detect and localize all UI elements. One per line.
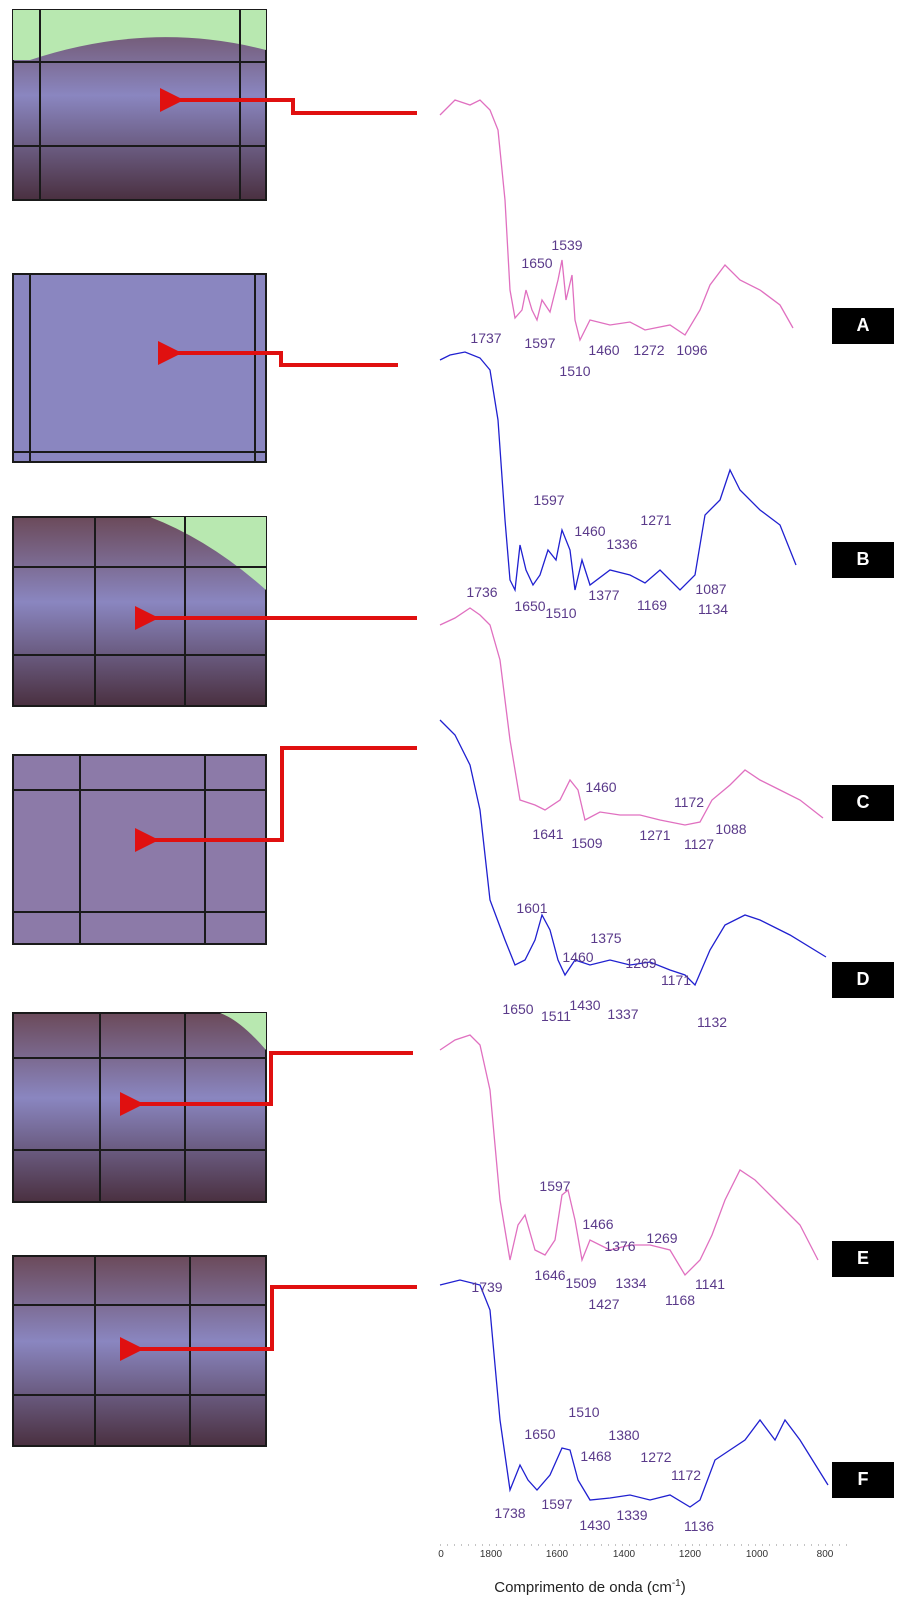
peak-label: 1337: [607, 1006, 638, 1022]
peak-label: 1269: [625, 955, 656, 971]
peak-label: 1172: [671, 1467, 701, 1483]
peak-label: 1511: [541, 1008, 571, 1024]
peak-label: 1430: [579, 1517, 610, 1533]
peak-label: 1427: [588, 1296, 619, 1312]
peak-label: 1272: [633, 342, 664, 358]
photos: [12, 9, 267, 1447]
x-tick-label: 1800: [480, 1549, 503, 1560]
peak-label: 1136: [684, 1518, 714, 1534]
x-tick-label: 800: [817, 1549, 834, 1560]
peak-label: 1272: [640, 1449, 671, 1465]
x-tick-label: 0: [438, 1549, 444, 1560]
x-tick-label: 1600: [546, 1549, 569, 1560]
peak-label: 1510: [568, 1404, 599, 1420]
peak-label: 1134: [698, 601, 728, 617]
x-title-main: Comprimento de onda (cm: [494, 1579, 672, 1596]
peak-label: 1468: [580, 1448, 611, 1464]
peak-label: 1650: [521, 255, 552, 271]
peak-label: 1650: [524, 1426, 555, 1442]
peak-label: 1336: [606, 536, 637, 552]
peak-label: 1597: [539, 1178, 570, 1194]
peak-label: 1509: [571, 835, 602, 851]
spectra: [439, 99, 829, 1508]
peak-label: 1650: [502, 1001, 533, 1017]
peak-label: 1737: [470, 330, 501, 346]
x-title-sup: -1: [672, 1578, 681, 1589]
panel-tag: [832, 1241, 894, 1277]
peak-label: 1141: [695, 1276, 725, 1292]
peak-label: 1088: [715, 821, 746, 837]
peak-label: 1127: [684, 836, 714, 852]
panel-letter: E: [857, 1248, 869, 1268]
peak-label: 1375: [590, 930, 621, 946]
arrows: [120, 88, 417, 1361]
peak-label: 1460: [585, 779, 616, 795]
peak-label: 1132: [697, 1014, 727, 1030]
peak-label: 1169: [637, 597, 667, 613]
peak-label: 1171: [661, 972, 691, 988]
peak-label: 1650: [514, 598, 545, 614]
peak-label: 1738: [494, 1505, 525, 1521]
panel-tag: [832, 542, 894, 578]
panel-tag: [832, 785, 894, 821]
peak-label: 1380: [608, 1427, 639, 1443]
panel-letter: B: [857, 549, 870, 569]
panel-tag: [832, 962, 894, 998]
peak-label: 1376: [604, 1238, 635, 1254]
peak-label: 1597: [533, 492, 564, 508]
peak-label: 1377: [588, 587, 619, 603]
peak-label: 1460: [588, 342, 619, 358]
peak-label: 1601: [516, 900, 547, 916]
panel-letter: F: [858, 1469, 869, 1489]
peak-label: 1641: [532, 826, 563, 842]
peak-label: 1271: [640, 512, 671, 528]
panel-letter: C: [857, 792, 870, 812]
x-title-end: ): [681, 1579, 686, 1596]
peak-label: 1739: [471, 1279, 502, 1295]
peak-label: 1597: [541, 1496, 572, 1512]
x-tick-label: 1400: [613, 1549, 636, 1560]
panel-letter: A: [857, 315, 870, 335]
peak-label: 1096: [676, 342, 707, 358]
peak-label: 1510: [545, 605, 576, 621]
peak-label: 1509: [565, 1275, 596, 1291]
peak-label: 1339: [616, 1507, 647, 1523]
peak-label: 1168: [665, 1292, 695, 1308]
peak-label: 1466: [582, 1216, 613, 1232]
peak-label: 1597: [524, 335, 555, 351]
panel-tag: [832, 1462, 894, 1498]
panel-tag: [832, 308, 894, 344]
peak-label: 1736: [466, 584, 497, 600]
peak-label: 1460: [562, 949, 593, 965]
peak-label: 1087: [695, 581, 726, 597]
panel-letter: D: [857, 969, 870, 989]
peak-label: 1334: [615, 1275, 646, 1291]
peak-label: 1646: [534, 1267, 565, 1283]
x-axis-title: Comprimento de onda (cm-1): [494, 1578, 685, 1596]
peak-label: 1460: [574, 523, 605, 539]
x-tick-label: 1000: [746, 1549, 769, 1560]
peak-label: 1269: [646, 1230, 677, 1246]
peak-label: 1539: [551, 237, 582, 253]
x-tick-label: 1200: [679, 1549, 702, 1560]
peak-label: 1430: [569, 997, 600, 1013]
peak-label: 1271: [639, 827, 670, 843]
peak-label: 1510: [559, 363, 590, 379]
peak-label: 1172: [674, 794, 704, 810]
